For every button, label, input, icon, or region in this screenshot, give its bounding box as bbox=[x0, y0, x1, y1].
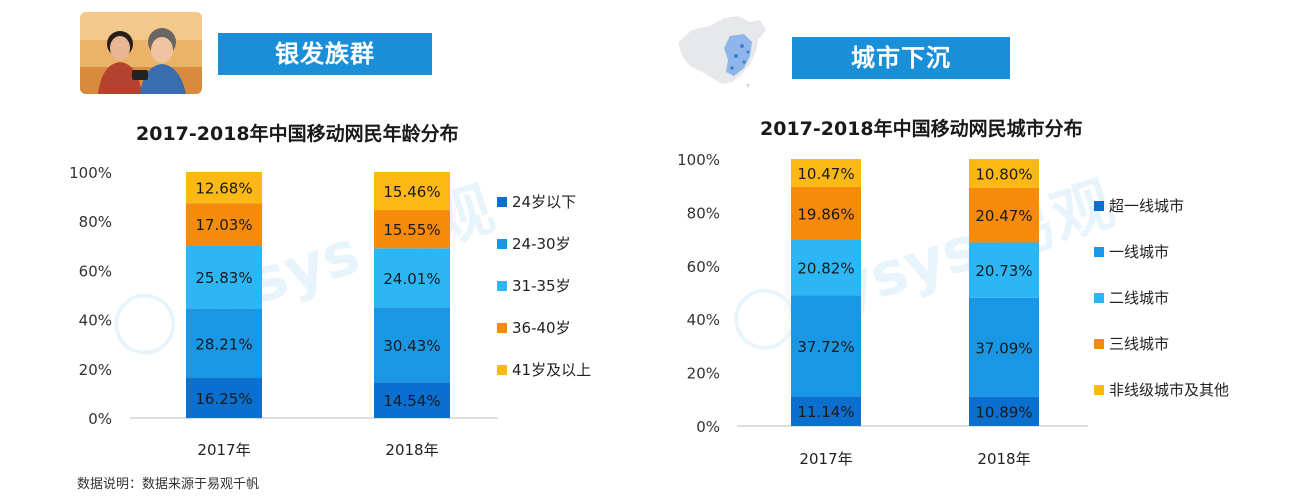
data-label: 12.68% bbox=[195, 180, 252, 198]
bar-segment bbox=[374, 248, 450, 308]
bar-segment bbox=[186, 245, 262, 309]
legend-swatch bbox=[1094, 201, 1104, 211]
bar-segment bbox=[186, 172, 262, 204]
data-label: 30.43% bbox=[383, 337, 440, 355]
chart-title-city: 2017-2018年中国移动网民城市分布 bbox=[760, 118, 1083, 140]
legend-swatch bbox=[497, 197, 507, 207]
data-label: 11.14% bbox=[797, 403, 854, 421]
data-label: 16.25% bbox=[195, 390, 252, 408]
y-tick-label: 100% bbox=[69, 164, 112, 182]
y-tick-label: 60% bbox=[79, 262, 112, 280]
y-tick-label: 80% bbox=[687, 204, 720, 222]
data-label: 25.83% bbox=[195, 269, 252, 287]
bar-segment bbox=[186, 308, 262, 379]
legend-swatch bbox=[497, 323, 507, 333]
data-source-note: 数据说明：数据来源于易观千帆 bbox=[77, 477, 260, 492]
bar-segment bbox=[374, 172, 450, 211]
data-label: 20.73% bbox=[975, 262, 1032, 280]
section-banner-city: 城市下沉 bbox=[792, 37, 1010, 79]
data-label: 28.21% bbox=[195, 335, 252, 353]
legend-swatch bbox=[1094, 339, 1104, 349]
legend-label: 超一线城市 bbox=[1109, 197, 1184, 215]
data-label: 10.80% bbox=[975, 165, 1032, 183]
legend-swatch bbox=[497, 239, 507, 249]
y-tick-label: 0% bbox=[88, 410, 112, 428]
x-tick-label: 2018年 bbox=[385, 441, 438, 459]
bar-segment bbox=[969, 396, 1039, 426]
legend-label: 非线级城市及其他 bbox=[1109, 381, 1229, 399]
data-label: 10.89% bbox=[975, 403, 1032, 421]
y-tick-label: 20% bbox=[687, 365, 720, 383]
data-label: 14.54% bbox=[383, 392, 440, 410]
bar-segment bbox=[969, 297, 1039, 397]
elderly-couple-photo bbox=[80, 12, 202, 94]
legend-label: 24岁以下 bbox=[512, 193, 576, 211]
legend-label: 二线城市 bbox=[1109, 289, 1169, 307]
x-tick-label: 2017年 bbox=[197, 441, 250, 459]
y-tick-label: 20% bbox=[79, 361, 112, 379]
data-label: 10.47% bbox=[797, 165, 854, 183]
legend-swatch bbox=[1094, 385, 1104, 395]
bar-segment bbox=[374, 307, 450, 383]
data-label: 20.82% bbox=[797, 260, 854, 278]
legend-swatch bbox=[1094, 293, 1104, 303]
bar-segment bbox=[186, 203, 262, 246]
data-label: 37.09% bbox=[975, 339, 1032, 357]
legend-label: 一线城市 bbox=[1109, 243, 1169, 261]
legend-label: 36-40岁 bbox=[512, 319, 571, 337]
data-label: 17.03% bbox=[195, 216, 252, 234]
legend-swatch bbox=[497, 281, 507, 291]
bar-segment bbox=[186, 378, 262, 418]
section-banner-silver: 银发族群 bbox=[218, 33, 432, 75]
bar-segment bbox=[969, 242, 1039, 298]
x-tick-label: 2018年 bbox=[977, 450, 1030, 468]
chart-title-age: 2017-2018年中国移动网民年龄分布 bbox=[136, 123, 459, 145]
y-tick-label: 80% bbox=[79, 213, 112, 231]
bar-segment bbox=[791, 186, 861, 240]
bar-segment bbox=[791, 295, 861, 397]
x-tick-label: 2017年 bbox=[799, 450, 852, 468]
data-label: 24.01% bbox=[383, 270, 440, 288]
y-tick-label: 100% bbox=[677, 151, 720, 169]
bar-segment bbox=[374, 382, 450, 418]
data-label: 37.72% bbox=[797, 338, 854, 356]
y-tick-label: 60% bbox=[687, 258, 720, 276]
bar-segment bbox=[791, 239, 861, 296]
legend-label: 24-30岁 bbox=[512, 235, 571, 253]
y-tick-label: 40% bbox=[687, 311, 720, 329]
data-label: 20.47% bbox=[975, 207, 1032, 225]
bar-segment bbox=[374, 210, 450, 249]
y-tick-label: 0% bbox=[696, 418, 720, 436]
legend-swatch bbox=[497, 365, 507, 375]
bar-segment bbox=[969, 187, 1039, 243]
china-map-icon bbox=[672, 12, 772, 92]
legend-label: 31-35岁 bbox=[512, 277, 571, 295]
data-label: 19.86% bbox=[797, 205, 854, 223]
legend-label: 41岁及以上 bbox=[512, 361, 591, 379]
data-label: 15.46% bbox=[383, 183, 440, 201]
y-tick-label: 40% bbox=[79, 312, 112, 330]
bar-segment bbox=[969, 159, 1039, 188]
bar-segment bbox=[791, 158, 861, 187]
data-label: 15.55% bbox=[383, 221, 440, 239]
legend-label: 三线城市 bbox=[1109, 335, 1169, 353]
legend-swatch bbox=[1094, 247, 1104, 257]
bar-segment bbox=[791, 396, 861, 426]
